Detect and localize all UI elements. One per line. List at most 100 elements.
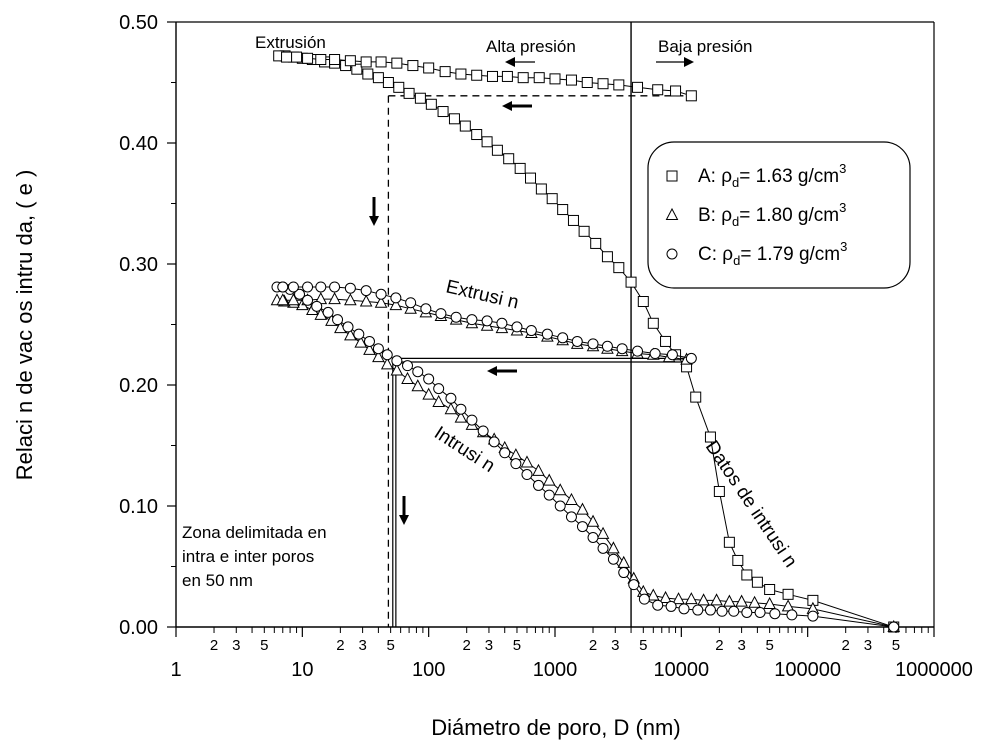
series-c-intrusion-point <box>477 425 489 437</box>
series-c-intrusion-point <box>807 610 819 622</box>
series-b-intrusion-point <box>763 596 776 610</box>
series-c-intrusion-point <box>532 479 544 491</box>
y-tick-label: 0.50 <box>119 12 158 34</box>
series-c-extrusion-point <box>360 285 372 297</box>
series-b-intrusion-point <box>363 342 376 355</box>
arrow-double-left-head <box>487 366 497 376</box>
series-a-intrusion-point <box>764 583 776 595</box>
annotations: Extrusión Alta presión Baja presión Extr… <box>182 33 801 590</box>
reference-lines <box>387 22 692 627</box>
series-c-intrusion-point <box>488 436 500 448</box>
series-c-intrusion-point <box>543 489 555 501</box>
series-layer <box>270 50 901 633</box>
series-b-intrusion-point <box>372 350 385 363</box>
series-b-intrusion-point <box>390 363 404 376</box>
series-a-intrusion-point <box>481 136 493 148</box>
series-a-intrusion-point <box>660 335 672 347</box>
series-a-intrusion-point <box>437 106 449 118</box>
series-a-extrusion-point <box>565 74 577 86</box>
series-c-intrusion-point <box>466 414 478 426</box>
series-b-intrusion-point <box>735 594 748 607</box>
series-b-intrusion-point <box>723 594 736 607</box>
series-a-extrusion-point <box>315 54 327 66</box>
series-a-intrusion-point <box>459 120 471 132</box>
y-axis-title: Relaci n de vac os intru da, ( e ) <box>12 170 37 481</box>
x-minor-label: 3 <box>485 637 493 654</box>
legend-marker-c <box>666 248 678 260</box>
series-a-intrusion-point <box>625 276 637 288</box>
series-b-intrusion-point <box>576 502 589 515</box>
x-tick-label: 10000 <box>654 659 710 681</box>
series-a-intrusion-point <box>535 183 547 195</box>
series-a-intrusion-point <box>557 204 569 216</box>
series-c-intrusion-point <box>499 447 511 459</box>
series-a-intrusion-point <box>393 81 405 93</box>
series-a-intrusion-point <box>590 237 602 249</box>
annotation-extrusion-mid: Extrusi n <box>444 276 521 313</box>
x-tick-label: 100000 <box>774 659 841 681</box>
series-b-intrusion-point <box>532 463 545 476</box>
series-c-extrusion-point <box>496 317 508 329</box>
series-a-extrusion-point <box>302 52 314 64</box>
series-c-intrusion-point <box>302 294 314 306</box>
series-c-intrusion-point <box>576 521 588 533</box>
series-c-intrusion-point <box>704 604 716 616</box>
arrows <box>369 57 694 525</box>
legend-marker-a <box>666 170 678 182</box>
series-c-extrusion-point <box>632 345 644 357</box>
series-c-extrusion-point <box>302 281 314 293</box>
x-minor-label: 2 <box>463 637 471 654</box>
series-b-intrusion-point <box>607 541 620 554</box>
series-b-intrusion-point <box>380 357 394 370</box>
series-c-intrusion-point <box>652 599 664 611</box>
series-c-intrusion-point <box>455 403 467 415</box>
series-c-intrusion-point <box>294 288 306 300</box>
legend-entry-c: C: ρd= 1.79 g/cm3 <box>698 239 847 268</box>
series-c-extrusion-point <box>420 303 432 315</box>
series-a-intrusion-point <box>704 431 716 443</box>
series-a-intrusion-point <box>382 77 394 88</box>
x-tick-label: 1 <box>170 659 181 681</box>
annotation-zona-line2: intra e inter poros <box>182 547 314 566</box>
series-a-intrusion-point <box>514 162 526 174</box>
series-a-intrusion-point <box>425 98 437 110</box>
series-b-intrusion-point <box>646 588 660 601</box>
series-a-extrusion-point <box>597 78 609 90</box>
series-c-intrusion-point <box>754 606 766 618</box>
series-a-extrusion-point <box>486 70 498 82</box>
series-a-intrusion-point <box>723 536 735 548</box>
arrow-dashed-down-head <box>369 216 379 226</box>
series-c-intrusion-point <box>587 531 599 543</box>
series-a-extrusion-point <box>375 56 387 68</box>
series-a-intrusion-point <box>732 554 744 566</box>
series-b-intrusion-point <box>659 590 672 603</box>
series-c-extrusion-point <box>287 281 299 293</box>
series-c-extrusion-point <box>587 338 599 350</box>
series-c-intrusion-point <box>638 593 650 605</box>
series-b-intrusion-point <box>411 379 425 392</box>
series-c-extrusion-point <box>601 340 613 352</box>
series-a-extrusion-point <box>455 68 467 80</box>
series-a-extrusion-point <box>291 51 303 63</box>
series-a-intrusion-point <box>362 68 374 80</box>
series-a-extrusion-point <box>670 85 682 97</box>
legend-a-prefix: A: ρ <box>698 166 732 187</box>
legend-b-value: = 1.80 g/cm <box>739 205 839 226</box>
series-c-intrusion-point <box>363 335 375 347</box>
series-a-extrusion-point <box>360 56 372 68</box>
legend-entry-b: B: ρd= 1.80 g/cm3 <box>698 200 846 229</box>
series-b-intrusion-point <box>354 335 368 348</box>
series-c-intrusion-point <box>521 469 533 481</box>
series-c-extrusion-point <box>541 328 553 340</box>
series-c-extrusion-point <box>481 315 493 327</box>
x-minor-label: 2 <box>336 637 344 654</box>
series-a-intrusion-point <box>613 262 625 274</box>
y-axis-ticks: 0.00 0.10 0.20 0.30 0.40 0.50 <box>119 12 176 639</box>
x-minor-label: 5 <box>765 637 773 654</box>
legend-marker-b <box>665 207 679 220</box>
series-b-intrusion-point <box>553 483 567 496</box>
series-c-extrusion-point <box>616 343 628 355</box>
series-c-intrusion-point <box>716 605 728 617</box>
series-c-extrusion-line <box>282 286 692 359</box>
